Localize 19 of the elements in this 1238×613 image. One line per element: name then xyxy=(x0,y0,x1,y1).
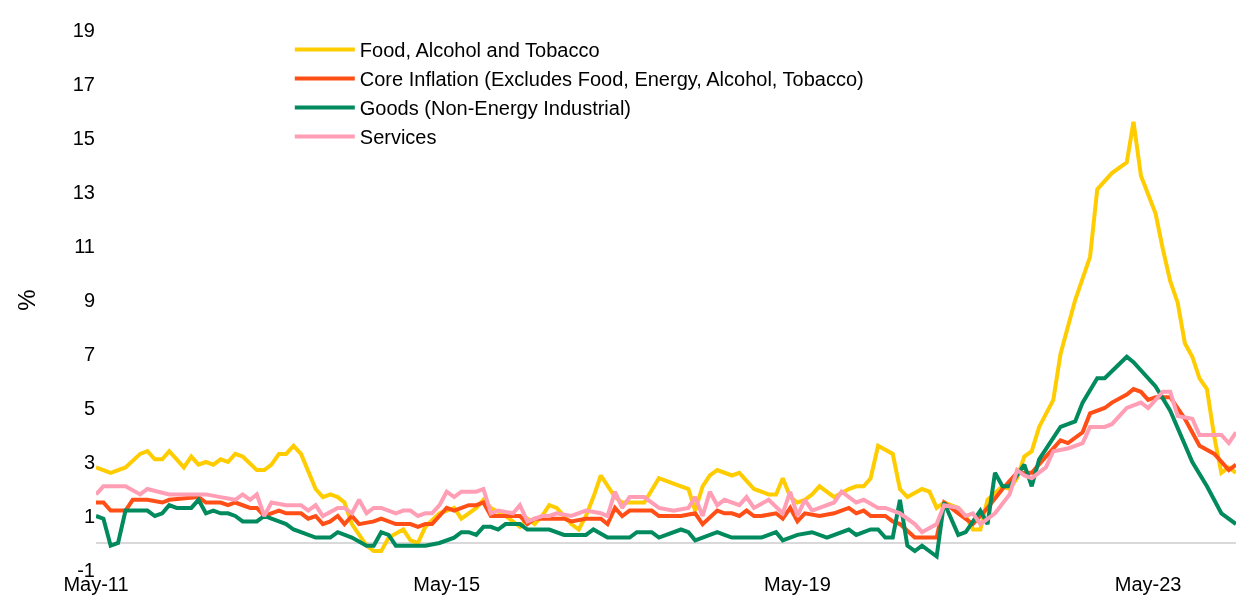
y-axis-title: % xyxy=(12,289,40,311)
line-series xyxy=(96,354,1236,559)
x-tick-label: May-19 xyxy=(764,573,831,595)
y-tick-label: 15 xyxy=(72,127,95,149)
y-tick-label: 7 xyxy=(83,343,95,365)
x-tick-label: May-23 xyxy=(1114,573,1182,595)
y-tick-label: 5 xyxy=(83,397,95,419)
y-tick-label: 1 xyxy=(83,505,95,527)
legend-label: Core Inflation (Excludes Food, Energy, Alcohol, Tobacco) xyxy=(359,68,864,91)
x-tick-label: May-15 xyxy=(413,573,481,595)
y-tick-label: 13 xyxy=(72,181,95,203)
legend-label: Services xyxy=(359,126,437,149)
y-tick-label: 19 xyxy=(72,19,95,41)
legend-label: Food, Alcohol and Tobacco xyxy=(359,39,600,62)
y-tick-label: 11 xyxy=(74,235,95,257)
y-tick-label: 9 xyxy=(83,289,95,311)
y-tick-label: 17 xyxy=(72,73,95,95)
y-tick-label: 3 xyxy=(83,451,95,473)
legend-label: Goods (Non-Energy Industrial) xyxy=(359,97,632,120)
